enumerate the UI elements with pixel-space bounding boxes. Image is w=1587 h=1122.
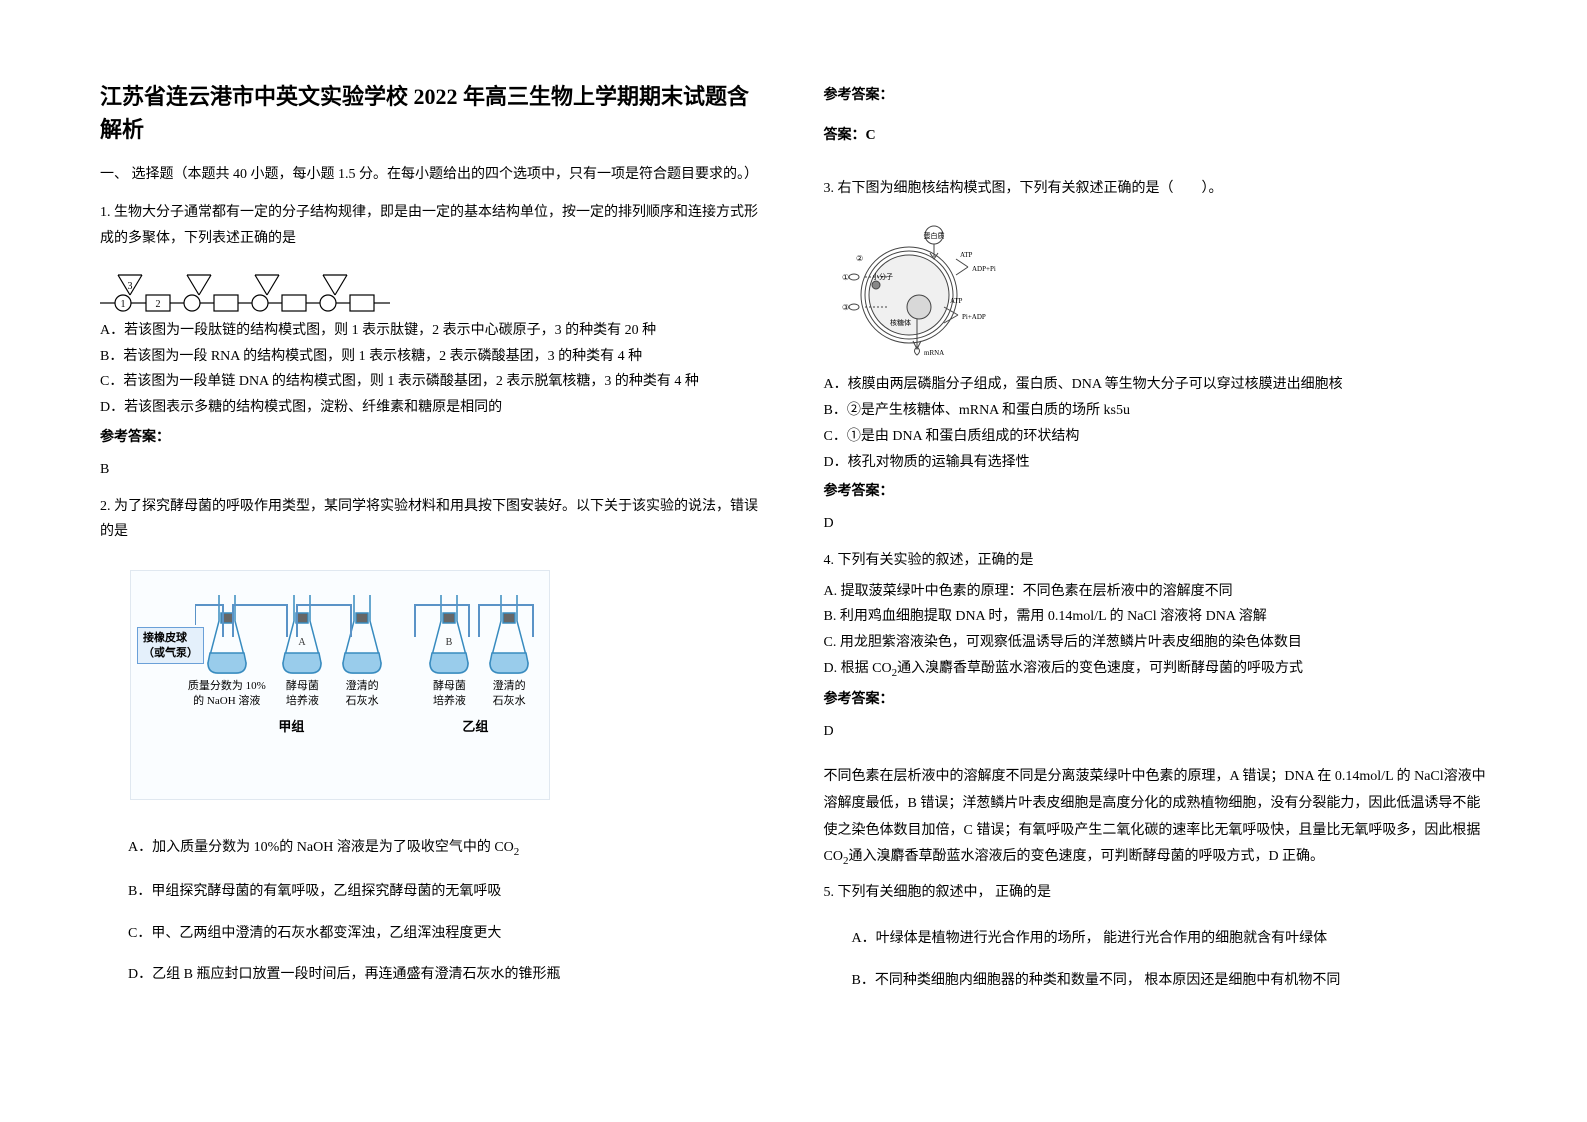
q2-opt-b: B．甲组探究酵母菌的有氧呼吸，乙组探究酵母菌的无氧呼吸 xyxy=(128,880,764,904)
q3-diagram: 蛋白质 ATP ADP+Pi 小分子 ATP Pi+ADP mRNA 核糖体 ②… xyxy=(824,217,1024,357)
q2-group-a-label: 甲组 xyxy=(181,716,402,735)
svg-text:核糖体: 核糖体 xyxy=(890,318,911,327)
section-header: 一、 选择题（本题共 40 小题，每小题 1.5 分。在每小题给出的四个选项中，… xyxy=(100,164,764,186)
q4-stem: 4. 下列有关实验的叙述，正确的是 xyxy=(824,548,1488,573)
svg-text:蛋白质: 蛋白质 xyxy=(923,231,944,240)
svg-text:3: 3 xyxy=(128,281,133,292)
q4-opt-a: A. 提取菠菜绿叶中色素的原理：不同色素在层析液中的溶解度不同 xyxy=(824,580,1488,604)
q4-answer-label: 参考答案： xyxy=(824,688,1488,708)
svg-text:ATP: ATP xyxy=(950,297,963,305)
q5-stem: 5. 下列有关细胞的叙述中， 正确的是 xyxy=(824,880,1488,905)
svg-text:③: ③ xyxy=(842,303,849,312)
q1-answer: B xyxy=(100,462,764,478)
q2-opt-a: A．加入质量分数为 10%的 NaOH 溶液是为了吸收空气中的 CO2 xyxy=(128,836,764,861)
q4-explanation: 不同色素在层析液中的溶解度不同是分离菠菜绿叶中色素的原理，A 错误；DNA 在 … xyxy=(824,764,1488,871)
q3-answer: D xyxy=(824,516,1488,532)
q1-opt-c: C．若该图为一段单链 DNA 的结构模式图，则 1 表示磷酸基团，2 表示脱氧核… xyxy=(100,370,764,394)
svg-text:Pi+ADP: Pi+ADP xyxy=(962,313,986,321)
q1-opt-d: D．若该图表示多糖的结构模式图，淀粉、纤维素和糖原是相同的 xyxy=(100,396,764,420)
q2-stem: 2. 为了探究酵母菌的呼吸作用类型，某同学将实验材料和用具按下图安装好。以下关于… xyxy=(100,494,764,544)
q2-opt-d: D．乙组 B 瓶应封口放置一段时间后，再连通盛有澄清石灰水的锥形瓶 xyxy=(128,963,764,987)
q4-opt-d: D. 根据 CO2通入溴麝香草酚蓝水溶液后的变色速度，可判断酵母菌的呼吸方式 xyxy=(824,657,1488,682)
q1-opt-a: A．若该图为一段肽链的结构模式图，则 1 表示肽键，2 表示中心碳原子，3 的种… xyxy=(100,319,764,343)
q5-opt-b: B．不同种类细胞内细胞器的种类和数量不同， 根本原因还是细胞中有机物不同 xyxy=(852,969,1488,993)
svg-text:小分子: 小分子 xyxy=(872,272,893,281)
q4-opt-b: B. 利用鸡血细胞提取 DNA 时，需用 0.14mol/L 的 NaCl 溶液… xyxy=(824,605,1488,629)
svg-text:2: 2 xyxy=(156,299,161,310)
q1-stem: 1. 生物大分子通常都有一定的分子结构规律，即是由一定的基本结构单位，按一定的排… xyxy=(100,200,764,250)
q3-opt-d: D．核孔对物质的运输具有选择性 xyxy=(824,451,1488,475)
q1-opt-b: B．若该图为一段 RNA 的结构模式图，则 1 表示核糖，2 表示磷酸基团，3 … xyxy=(100,345,764,369)
q3-stem: 3. 右下图为细胞核结构模式图，下列有关叙述正确的是（ ）。 xyxy=(824,176,1488,201)
q2-group-b-label: 乙组 xyxy=(402,716,549,735)
svg-text:ADP+Pi: ADP+Pi xyxy=(972,265,996,273)
q3-opt-b: B．②是产生核糖体、mRNA 和蛋白质的场所 ks5u xyxy=(824,399,1488,423)
q2-answer-label: 参考答案： xyxy=(824,84,1488,104)
q3-opt-a: A．核膜由两层磷脂分子组成，蛋白质、DNA 等生物大分子可以穿过核膜进出细胞核 xyxy=(824,373,1488,397)
q2-answer: 答案：C xyxy=(824,124,1488,144)
q2-pump-label: 接橡皮球 （或气泵） xyxy=(137,627,204,664)
q5-opt-a: A．叶绿体是植物进行光合作用的场所， 能进行光合作用的细胞就含有叶绿体 xyxy=(852,927,1488,951)
svg-text:①: ① xyxy=(842,273,849,282)
document-title: 江苏省连云港市中英文实验学校 2022 年高三生物上学期期末试题含解析 xyxy=(100,80,764,146)
right-column: 参考答案： 答案：C 3. 右下图为细胞核结构模式图，下列有关叙述正确的是（ ）… xyxy=(824,80,1488,1082)
q1-diagram: 1 2 3 xyxy=(100,265,420,313)
q2-diagram: 接橡皮球 （或气泵） 质量分数为 10%的 NaOH 溶液 A 酵母菌培养液 xyxy=(130,570,550,800)
svg-text:ATP: ATP xyxy=(960,251,973,259)
svg-text:mRNA: mRNA xyxy=(924,349,944,357)
q4-answer: D xyxy=(824,724,1488,740)
q2-opt-c: C．甲、乙两组中澄清的石灰水都变浑浊，乙组浑浊程度更大 xyxy=(128,922,764,946)
q4-opt-c: C. 用龙胆紫溶液染色，可观察低温诱导后的洋葱鳞片叶表皮细胞的染色体数目 xyxy=(824,631,1488,655)
q3-answer-label: 参考答案： xyxy=(824,480,1488,500)
svg-text:1: 1 xyxy=(121,299,126,310)
q1-answer-label: 参考答案： xyxy=(100,426,764,446)
tube-icon xyxy=(195,599,545,639)
q3-opt-c: C．①是由 DNA 和蛋白质组成的环状结构 xyxy=(824,425,1488,449)
left-column: 江苏省连云港市中英文实验学校 2022 年高三生物上学期期末试题含解析 一、 选… xyxy=(100,80,764,1082)
svg-text:②: ② xyxy=(856,254,863,263)
